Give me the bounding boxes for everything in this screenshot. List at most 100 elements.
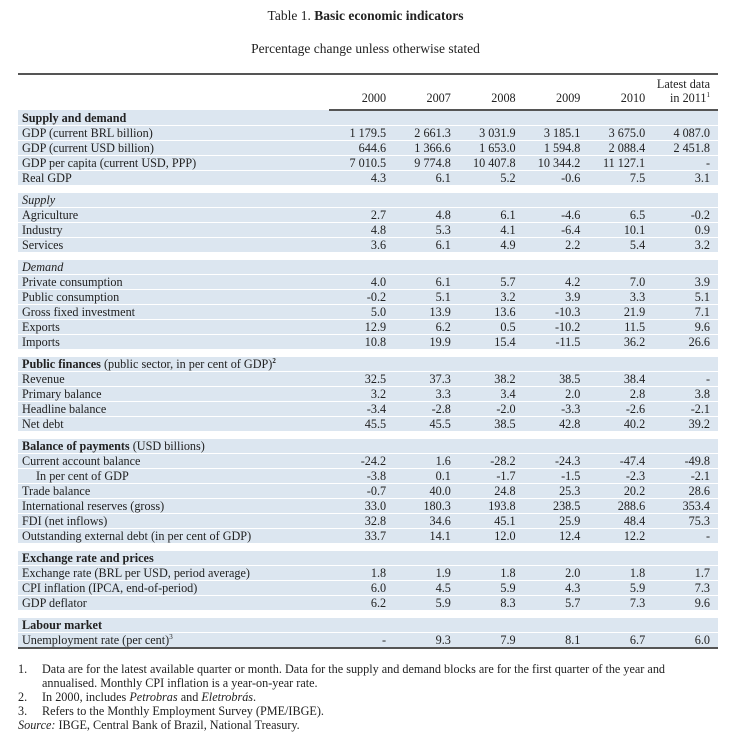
value-cell-2007: 6.1 (394, 170, 459, 186)
row-label: Private consumption (18, 274, 330, 290)
col-2007: 2007 (394, 74, 459, 111)
row-label: Trade balance (18, 483, 330, 499)
table-row: Public consumption -0.2 5.1 3.2 3.9 3.3 5.1 (18, 289, 718, 305)
value-cell-2007: 40.0 (394, 483, 459, 499)
source-text: IBGE, Central Bank of Brazil, National T… (55, 718, 300, 732)
value-cell-2011: -2.1 (653, 401, 718, 417)
value-cell-2009: 4.2 (523, 274, 589, 290)
section-label: Supply (22, 193, 56, 207)
row-label: In per cent of GDP (18, 468, 330, 484)
value-cell-2010: 3 675.0 (588, 125, 654, 141)
spacer-row (18, 185, 718, 193)
row-label: Services (18, 237, 330, 253)
value-cell-2007: 1.9 (394, 565, 459, 581)
value-cell-2010: 12.2 (588, 528, 654, 544)
value-cell-2000: 33.7 (329, 528, 395, 544)
value-cell-2000: -24.2 (329, 453, 395, 469)
value-cell-2000: 5.0 (329, 304, 395, 320)
value-cell-2009: 4.3 (523, 580, 589, 596)
value-cell-2007: 1.6 (394, 453, 459, 469)
row-label-text: Headline balance (22, 402, 107, 416)
spacer-cell (18, 252, 718, 260)
value-cell-2009: 25.3 (523, 483, 589, 499)
value-cell-2010: 20.2 (588, 483, 654, 499)
table-row: Real GDP 4.3 6.1 5.2 -0.6 7.5 3.1 (18, 170, 718, 186)
value-cell-2009: 42.8 (523, 416, 589, 432)
value-cell-2010: 21.9 (588, 304, 654, 320)
value-cell-2000: 3.6 (329, 237, 395, 253)
section-label: Labour market (22, 618, 103, 632)
table-row: Revenue 32.5 37.3 38.2 38.5 38.4- (18, 371, 718, 387)
row-label-text: FDI (net inflows) (22, 514, 108, 528)
value-cell-2000: 3.2 (329, 386, 395, 402)
value-cell-2009: -0.6 (523, 170, 589, 186)
row-label-text: In per cent of GDP (36, 469, 129, 483)
spacer-row (18, 543, 718, 551)
row-label: GDP per capita (current USD, PPP) (18, 155, 330, 171)
col-2009: 2009 (523, 74, 589, 111)
section-title: Supply (18, 193, 718, 208)
value-cell-2011: 9.6 (653, 319, 718, 335)
value-cell-2008: -1.7 (458, 468, 524, 484)
value-cell-2000: - (329, 632, 395, 649)
row-label: Outstanding external debt (in per cent o… (18, 528, 330, 544)
value-cell-2009: 8.1 (523, 632, 589, 649)
row-label-text: Outstanding external debt (in per cent o… (22, 529, 252, 543)
table-row: Gross fixed investment 5.0 13.9 13.6 -10.3 21… (18, 304, 718, 320)
value-cell-2011: - (653, 528, 718, 544)
value-cell-2009: -1.5 (523, 468, 589, 484)
value-cell-2011: - (653, 371, 718, 387)
value-cell-2011: -0.2 (653, 207, 718, 223)
value-cell-2009: -6.4 (523, 222, 589, 238)
row-label: Net debt (18, 416, 330, 432)
value-cell-2010: 36.2 (588, 334, 654, 350)
value-cell-2009: 12.4 (523, 528, 589, 544)
col-latest-2011: Latest data in 20111 (653, 74, 718, 111)
row-label: GDP (current BRL billion) (18, 125, 330, 141)
row-label-text: GDP per capita (current USD, PPP) (22, 156, 197, 170)
table-row: Agriculture 2.7 4.8 6.1 -4.6 6.5 -0.2 (18, 207, 718, 223)
value-cell-2007: 1 366.6 (394, 140, 459, 156)
row-label: GDP (current USD billion) (18, 140, 330, 156)
value-cell-2008: 38.5 (458, 416, 524, 432)
value-cell-2009: -11.5 (523, 334, 589, 350)
value-cell-2010: 5.4 (588, 237, 654, 253)
footnote-ref: 3 (169, 632, 173, 641)
table-row: CPI inflation (IPCA, end-of-period) 6.0 4.… (18, 580, 718, 596)
source-line: Source: IBGE, Central Bank of Brazil, Na… (18, 718, 718, 732)
value-cell-2000: 45.5 (329, 416, 395, 432)
value-cell-2010: 3.3 (588, 289, 654, 305)
header-label-cell (18, 74, 329, 110)
value-cell-2007: 4.5 (394, 580, 459, 596)
value-cell-2000: 4.3 (329, 170, 395, 186)
row-label-text: CPI inflation (IPCA, end-of-period) (22, 581, 198, 595)
row-label: CPI inflation (IPCA, end-of-period) (18, 580, 330, 596)
col-2000: 2000 (329, 74, 395, 111)
footnote-1: 1. Data are for the latest available quar… (18, 662, 718, 690)
value-cell-2009: -3.3 (523, 401, 589, 417)
value-cell-2008: 1 653.0 (458, 140, 524, 156)
table-row: FDI (net inflows) 32.8 34.6 45.1 25.9 48.4 75.… (18, 513, 718, 529)
value-cell-2009: 1 594.8 (523, 140, 589, 156)
value-cell-2011: 1.7 (653, 565, 718, 581)
value-cell-2011: 3.1 (653, 170, 718, 186)
row-label-text: Private consumption (22, 275, 123, 289)
value-cell-2000: 32.5 (329, 371, 395, 387)
value-cell-2007: 14.1 (394, 528, 459, 544)
table-row: Industry 4.8 5.3 4.1 -6.4 10.1 0.9 (18, 222, 718, 238)
row-label-text: Exports (22, 320, 60, 334)
row-label: Current account balance (18, 453, 330, 469)
section-note: (USD billions) (132, 439, 205, 453)
row-label-text: Exchange rate (BRL per USD, period avera… (22, 566, 250, 580)
spacer-cell (18, 543, 718, 551)
section-header-row: Balance of payments (USD billions) (18, 439, 718, 454)
value-cell-2007: 0.1 (394, 468, 459, 484)
section-title: Demand (18, 260, 718, 275)
value-cell-2011: 39.2 (653, 416, 718, 432)
row-label-text: Trade balance (22, 484, 91, 498)
value-cell-2008: 12.0 (458, 528, 524, 544)
section-title: Supply and demand (18, 110, 718, 126)
table-row: Trade balance -0.7 40.0 24.8 25.3 20.2 28.6 (18, 483, 718, 499)
value-cell-2000: 4.8 (329, 222, 395, 238)
value-cell-2000: 6.0 (329, 580, 395, 596)
